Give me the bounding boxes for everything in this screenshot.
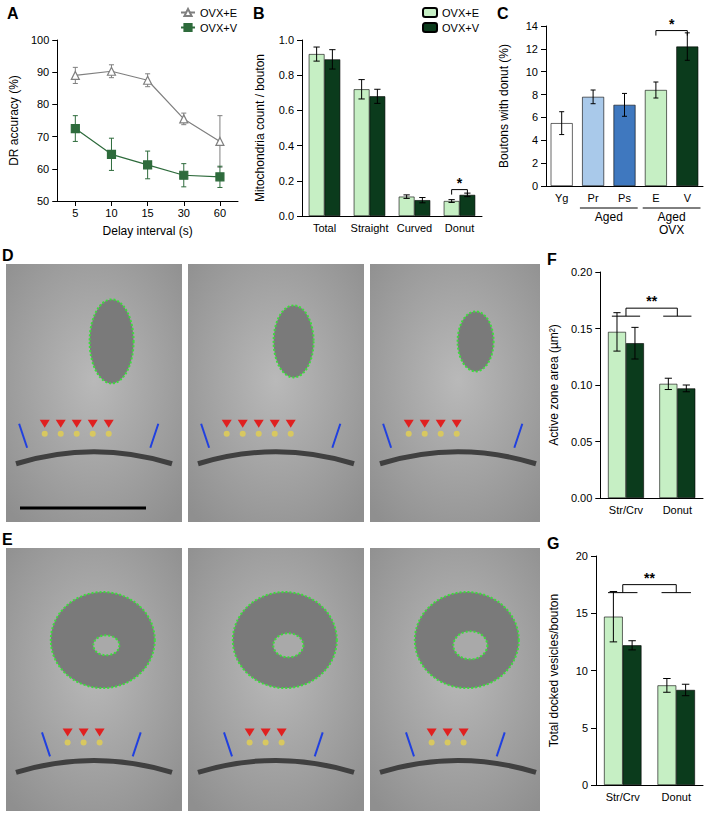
- svg-text:30: 30: [178, 207, 190, 219]
- svg-text:0.6: 0.6: [279, 104, 294, 116]
- svg-text:G: G: [547, 535, 559, 552]
- svg-text:F: F: [547, 251, 557, 268]
- svg-text:V: V: [684, 192, 692, 204]
- svg-text:0.0: 0.0: [279, 210, 294, 222]
- svg-text:DR accuracy (%): DR accuracy (%): [7, 75, 21, 166]
- svg-text:0.4: 0.4: [279, 140, 294, 152]
- svg-text:Donut: Donut: [445, 222, 474, 234]
- svg-text:80: 80: [37, 98, 49, 110]
- svg-text:50: 50: [37, 195, 49, 207]
- svg-text:0: 0: [532, 180, 538, 192]
- svg-text:D: D: [2, 247, 14, 264]
- svg-text:100: 100: [31, 34, 49, 46]
- svg-text:B: B: [253, 5, 265, 22]
- svg-text:Straight: Straight: [351, 222, 389, 234]
- svg-text:Aged: Aged: [595, 210, 623, 224]
- svg-text:Total: Total: [313, 222, 336, 234]
- svg-text:0.8: 0.8: [279, 69, 294, 81]
- svg-text:15: 15: [142, 207, 154, 219]
- svg-text:0.2: 0.2: [279, 175, 294, 187]
- svg-text:90: 90: [37, 66, 49, 78]
- svg-text:Delay interval (s): Delay interval (s): [103, 224, 193, 238]
- svg-text:2: 2: [532, 157, 538, 169]
- svg-text:OVX+E: OVX+E: [200, 7, 237, 19]
- svg-text:15: 15: [576, 607, 588, 619]
- svg-text:8: 8: [532, 89, 538, 101]
- svg-text:12: 12: [526, 43, 538, 55]
- svg-text:Aged: Aged: [658, 210, 686, 224]
- svg-text:*: *: [457, 175, 463, 191]
- svg-text:1.0: 1.0: [279, 34, 294, 46]
- svg-text:0.20: 0.20: [571, 266, 592, 278]
- svg-text:OVX: OVX: [659, 223, 684, 237]
- svg-text:C: C: [497, 5, 509, 22]
- svg-text:E: E: [2, 531, 13, 548]
- svg-text:5: 5: [582, 722, 588, 734]
- svg-text:10: 10: [526, 66, 538, 78]
- svg-text:Boutons with donut (%): Boutons with donut (%): [497, 44, 511, 168]
- svg-text:20: 20: [576, 550, 588, 562]
- svg-text:10: 10: [105, 207, 117, 219]
- svg-text:6: 6: [532, 111, 538, 123]
- svg-text:E: E: [652, 192, 659, 204]
- svg-text:0.00: 0.00: [571, 492, 592, 504]
- svg-text:0.05: 0.05: [571, 436, 592, 448]
- svg-text:Curved: Curved: [397, 222, 432, 234]
- svg-text:**: **: [644, 570, 655, 586]
- svg-text:Str/Crv: Str/Crv: [609, 504, 644, 516]
- svg-text:**: **: [646, 293, 657, 309]
- svg-text:Mitochondria count / bouton: Mitochondria count / bouton: [253, 54, 267, 202]
- svg-text:Ps: Ps: [618, 192, 631, 204]
- svg-text:OVX+V: OVX+V: [442, 22, 480, 34]
- svg-text:10: 10: [576, 665, 588, 677]
- svg-text:0.15: 0.15: [571, 323, 592, 335]
- svg-text:Donut: Donut: [663, 504, 692, 516]
- svg-text:A: A: [7, 5, 19, 22]
- svg-text:Str/Crv: Str/Crv: [606, 791, 641, 803]
- svg-text:60: 60: [37, 163, 49, 175]
- svg-text:Donut: Donut: [662, 791, 691, 803]
- svg-text:0.10: 0.10: [571, 379, 592, 391]
- svg-text:OVX+V: OVX+V: [200, 22, 238, 34]
- svg-text:Yg: Yg: [555, 192, 568, 204]
- svg-text:*: *: [669, 16, 675, 32]
- svg-text:Active zone area (µm²): Active zone area (µm²): [547, 324, 561, 446]
- svg-text:60: 60: [214, 207, 226, 219]
- svg-text:Total docked vesicles/bouton: Total docked vesicles/bouton: [547, 594, 561, 747]
- svg-text:OVX+E: OVX+E: [442, 7, 479, 19]
- svg-text:14: 14: [526, 20, 538, 32]
- svg-text:Pr: Pr: [588, 192, 599, 204]
- svg-text:70: 70: [37, 131, 49, 143]
- svg-text:5: 5: [72, 207, 78, 219]
- svg-text:0: 0: [582, 779, 588, 791]
- svg-text:4: 4: [532, 134, 538, 146]
